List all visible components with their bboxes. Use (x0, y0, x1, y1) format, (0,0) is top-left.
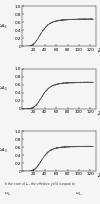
Text: Z: Z (97, 173, 100, 178)
Y-axis label: $\omega_{L_3}$: $\omega_{L_3}$ (0, 147, 9, 155)
Y-axis label: $\omega_{L_1}$: $\omega_{L_1}$ (0, 22, 9, 31)
Y-axis label: $\omega_{L_2}$: $\omega_{L_2}$ (0, 84, 9, 93)
Text: $\omega_{L_2}$: $\omega_{L_2}$ (75, 190, 83, 198)
Text: In the case of $L_2$, the effective yield is equal to: In the case of $L_2$, the effective yiel… (4, 180, 76, 188)
Text: Z: Z (97, 48, 100, 53)
Text: Z: Z (97, 111, 100, 116)
Text: $\omega_{L_2}$: $\omega_{L_2}$ (4, 190, 12, 198)
